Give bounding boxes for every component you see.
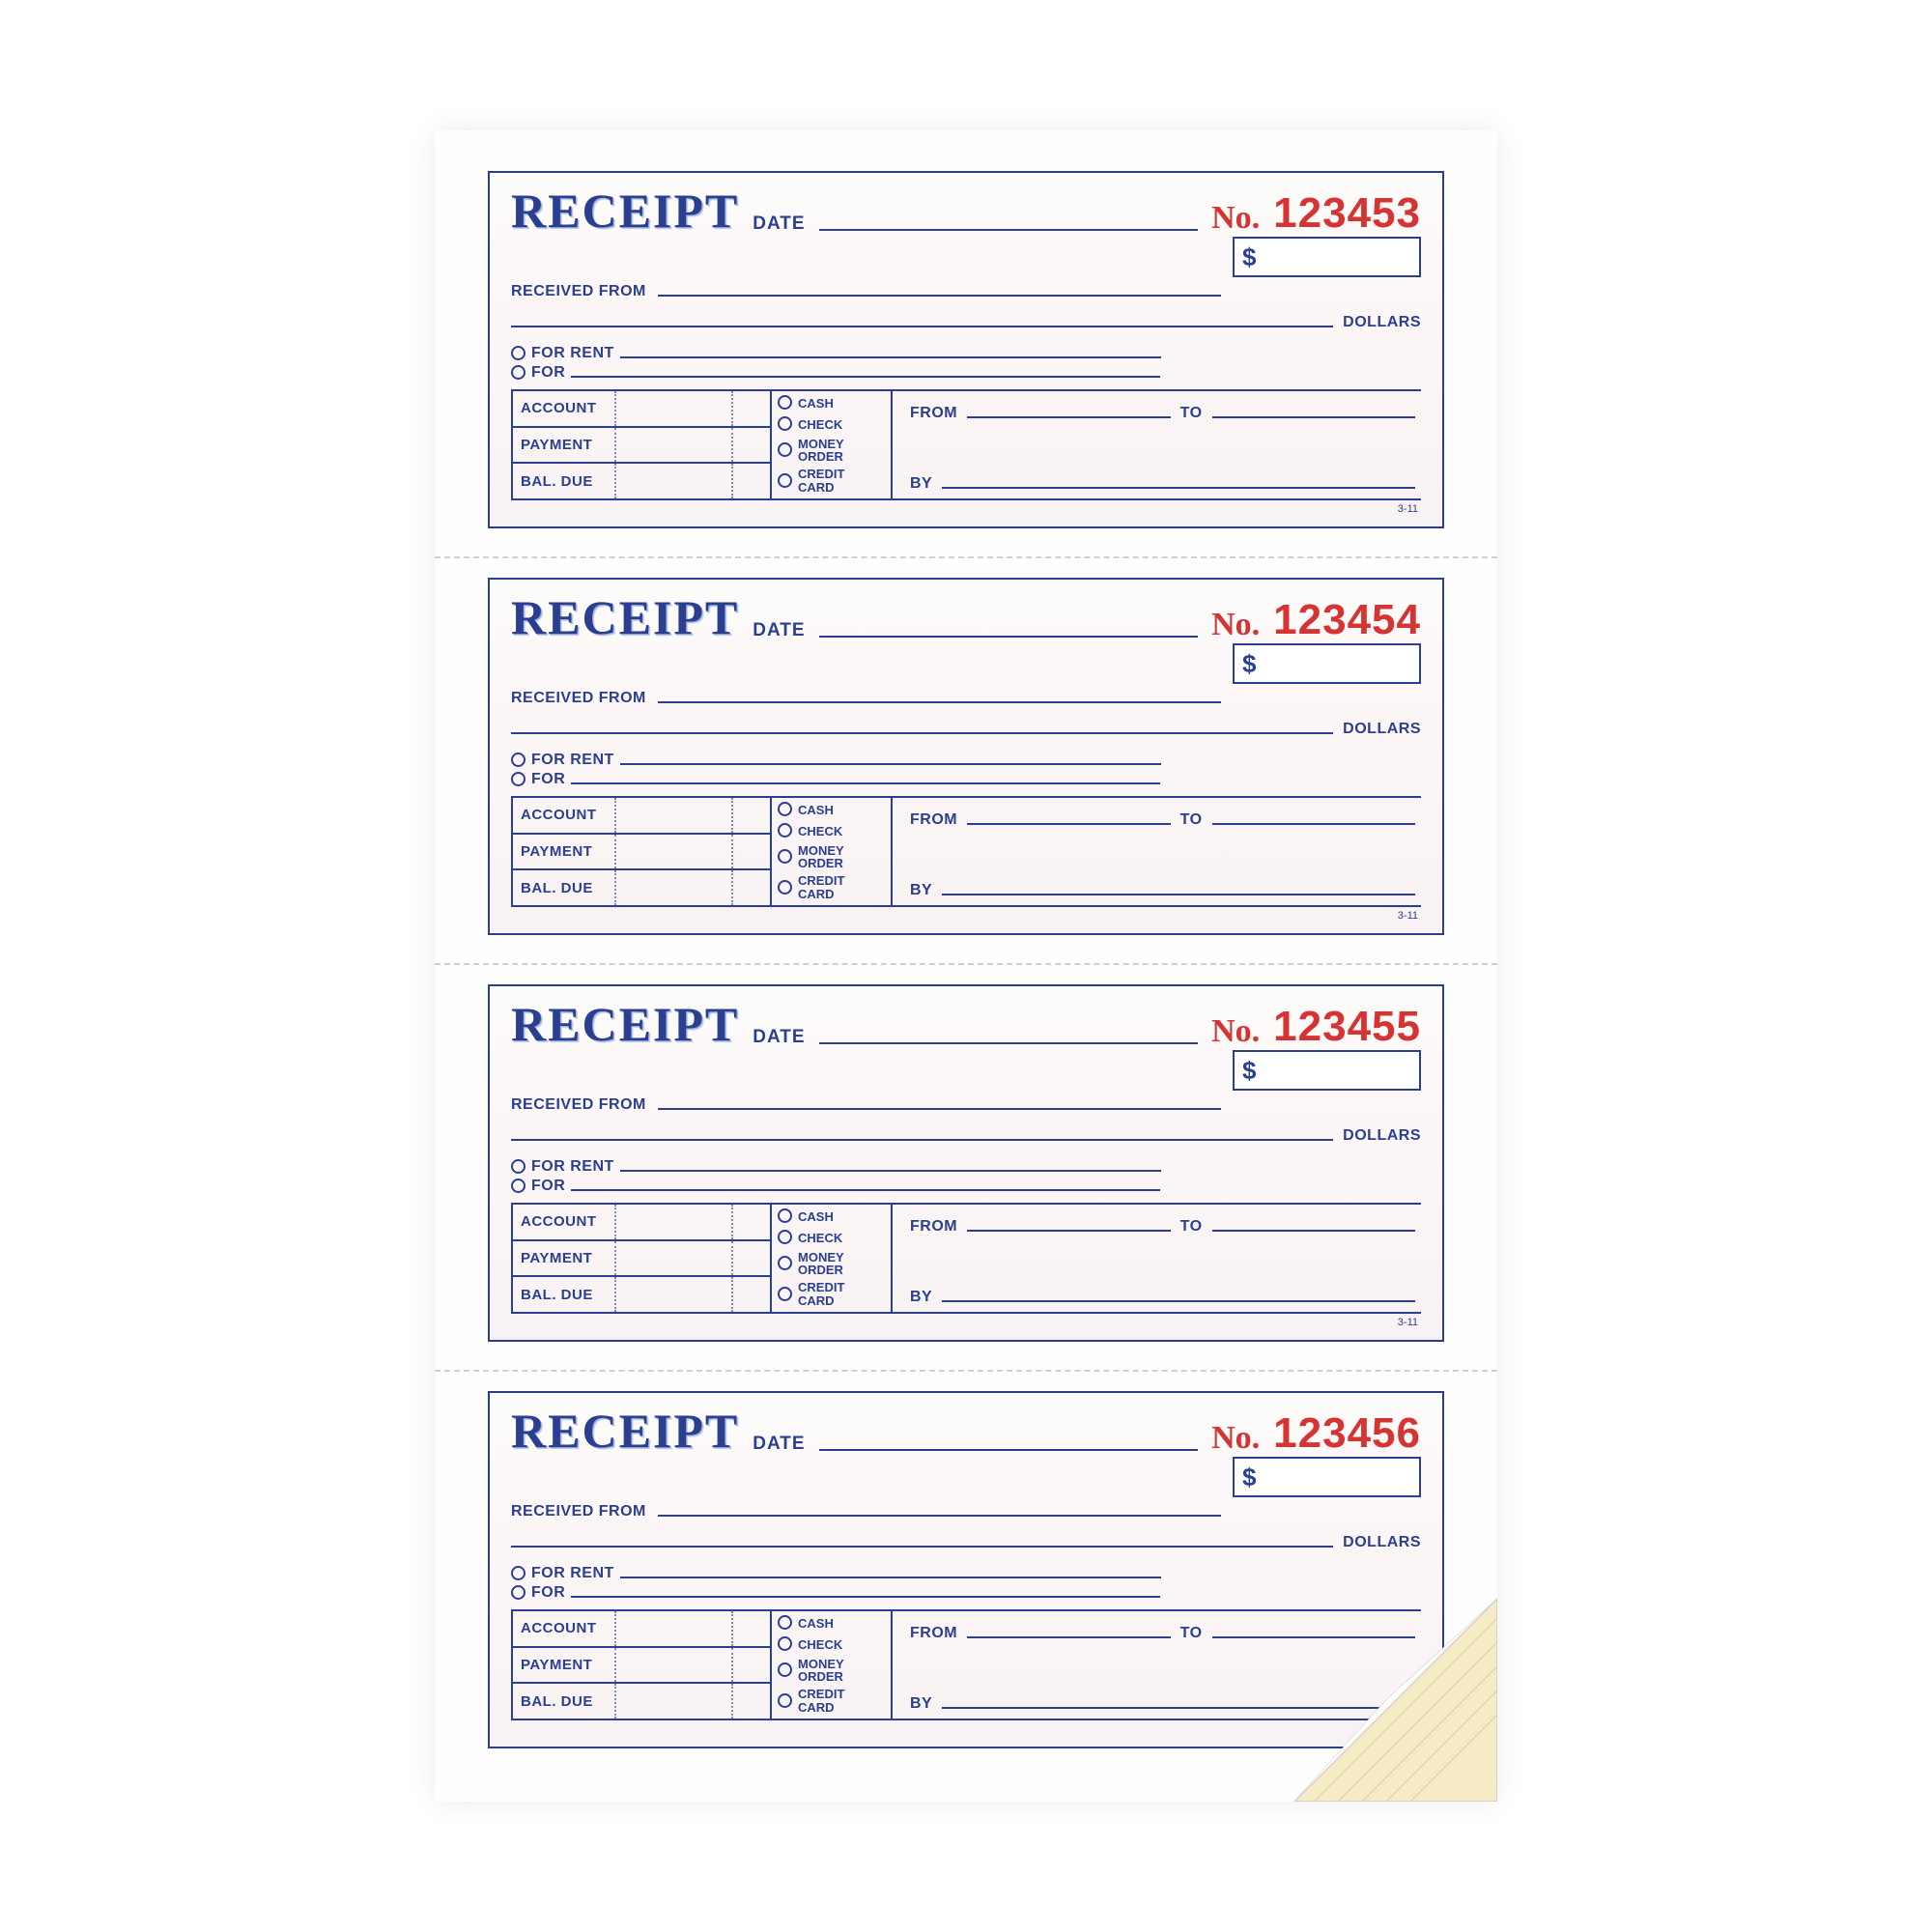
for-label: FOR [531,364,565,382]
receipt-title: RECEIPT [511,1406,739,1455]
account-table: ACCOUNT PAYMENT BAL. DUE [511,796,772,907]
by-label: BY [910,475,932,493]
payment-label: PAYMENT [513,428,614,463]
for-rent-line[interactable] [620,356,1161,358]
account-table: ACCOUNT PAYMENT BAL. DUE [511,389,772,500]
baldue-label: BAL. DUE [513,464,614,498]
for-label: FOR [531,771,565,788]
amount-box[interactable]: $ [1233,237,1421,277]
receipt-number: 123455 [1273,1006,1421,1048]
no-label: No. [1211,609,1260,641]
receipt-form: RECEIPT DATE No. 123456 RECEIVED FROM$ D… [488,1391,1444,1748]
receipt-title: RECEIPT [511,593,739,641]
dollar-sign: $ [1242,242,1256,272]
receipt-form: RECEIPT DATE No. 123453 RECEIVED FROM $ … [488,171,1444,528]
form-code: 3-11 [1398,1723,1418,1735]
payment-label: PAYMENT [513,835,614,869]
dollars-label: DOLLARS [1343,721,1421,738]
dollars-label: DOLLARS [1343,314,1421,331]
date-line[interactable] [819,229,1199,231]
receipt-slot-4: RECEIPT DATE No. 123456 RECEIVED FROM$ D… [435,1372,1497,1778]
check-radio[interactable] [778,416,792,431]
form-code: 3-11 [1398,1317,1418,1328]
account-cell[interactable] [614,391,731,426]
for-line[interactable] [571,782,1160,784]
cash-radio[interactable] [778,395,792,410]
for-rent-line[interactable] [620,763,1161,765]
from-label: FROM [910,405,957,422]
for-rent-label: FOR RENT [531,345,614,362]
from-to-by-column: FROMTO BY [893,796,1421,907]
cash-label: CASH [798,397,834,411]
received-from-line[interactable] [658,701,1221,703]
check-label: CHECK [798,418,842,432]
for-line[interactable] [571,376,1160,378]
to-line[interactable] [1212,416,1415,418]
receipt-slot-1: RECEIPT DATE No. 123453 RECEIVED FROM $ … [435,152,1497,558]
amount-box[interactable]: $ [1233,643,1421,684]
for-rent-label: FOR RENT [531,752,614,769]
payment-method-column: CASH CHECK MONEY ORDER CREDIT CARD [772,389,893,500]
cash-radio[interactable] [778,802,792,816]
receipt-number: 123456 [1273,1412,1421,1455]
received-from-line[interactable] [658,295,1221,297]
receipt-slot-3: RECEIPT DATE No. 123455 RECEIVED FROM$ D… [435,965,1497,1372]
from-line[interactable] [967,416,1170,418]
receipt-number: 123453 [1273,192,1421,235]
receipt-book-page: RECEIPT DATE No. 123453 RECEIVED FROM $ … [435,130,1497,1802]
receipt-title: RECEIPT [511,186,739,235]
baldue-cell[interactable] [614,464,731,498]
by-line[interactable] [942,487,1415,489]
amount-words-line[interactable] [511,732,1333,734]
form-code: 3-11 [1398,503,1418,515]
received-from-label: RECEIVED FROM [511,690,646,707]
for-radio[interactable] [511,772,526,786]
payment-method-column: CASH CHECK MONEY ORDER CREDIT CARD [772,796,893,907]
money-order-radio[interactable] [778,442,792,457]
receipt-slot-2: RECEIPT DATE No. 123454 RECEIVED FROM $ … [435,558,1497,965]
credit-card-label: CREDIT CARD [798,468,844,494]
form-code: 3-11 [1398,910,1418,922]
from-to-by-column: FROM TO BY [893,389,1421,500]
dollar-sign: $ [1242,649,1256,679]
date-label: DATE [753,620,805,641]
to-label: TO [1180,405,1203,422]
receipt-title: RECEIPT [511,1000,739,1048]
date-line[interactable] [819,636,1199,638]
account-label: ACCOUNT [513,798,614,833]
check-radio[interactable] [778,823,792,838]
credit-card-radio[interactable] [778,880,792,895]
amount-words-line[interactable] [511,326,1333,327]
receipt-form: RECEIPT DATE No. 123454 RECEIVED FROM $ … [488,578,1444,935]
received-from-label: RECEIVED FROM [511,283,646,300]
money-order-radio[interactable] [778,849,792,864]
date-label: DATE [753,213,805,235]
for-radio[interactable] [511,365,526,380]
baldue-label: BAL. DUE [513,870,614,905]
receipt-form: RECEIPT DATE No. 123455 RECEIVED FROM$ D… [488,984,1444,1342]
receipt-number: 123454 [1273,599,1421,641]
for-rent-radio[interactable] [511,753,526,767]
payment-cell[interactable] [614,428,731,463]
credit-card-radio[interactable] [778,473,792,488]
money-order-label: MONEY ORDER [798,438,844,464]
account-label: ACCOUNT [513,391,614,426]
no-label: No. [1211,202,1260,235]
for-rent-radio[interactable] [511,346,526,360]
